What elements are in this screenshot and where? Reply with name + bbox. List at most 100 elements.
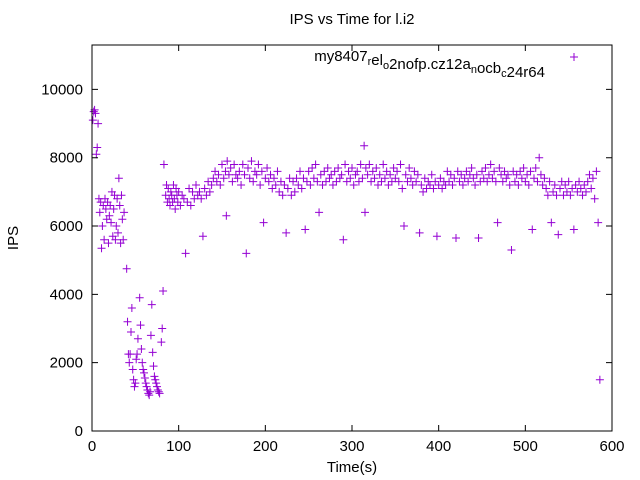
- data-point: [104, 239, 113, 248]
- data-point: [382, 167, 391, 176]
- data-point: [585, 170, 594, 179]
- data-point: [276, 177, 285, 186]
- data-point: [91, 109, 100, 118]
- data-point: [207, 181, 216, 190]
- data-point: [417, 181, 426, 190]
- data-point: [280, 181, 289, 190]
- data-point: [322, 177, 330, 186]
- data-point: [325, 174, 334, 183]
- y-tick-label: 6000: [50, 218, 83, 235]
- data-point: [129, 375, 138, 384]
- data-point: [133, 350, 142, 359]
- data-point: [458, 181, 467, 190]
- data-point: [415, 228, 424, 237]
- data-point: [209, 174, 218, 183]
- data-point: [573, 187, 582, 196]
- data-point: [244, 163, 252, 172]
- data-point: [434, 181, 443, 190]
- data-point: [150, 372, 159, 381]
- data-point: [200, 184, 209, 193]
- data-point: [349, 181, 358, 190]
- data-point: [339, 235, 348, 244]
- data-point: [123, 317, 132, 326]
- data-point: [195, 187, 204, 196]
- data-point: [502, 174, 511, 183]
- data-point: [247, 157, 256, 166]
- data-point: [543, 191, 552, 200]
- data-point: [578, 191, 587, 200]
- data-point: [109, 204, 118, 213]
- data-point: [301, 225, 310, 234]
- data-point: [507, 245, 516, 254]
- data-point: [264, 177, 273, 186]
- data-point: [294, 181, 303, 190]
- data-point: [559, 191, 568, 200]
- data-point: [137, 345, 146, 354]
- data-point: [266, 170, 275, 179]
- data-point: [105, 211, 114, 220]
- data-point: [155, 389, 164, 398]
- data-point: [467, 163, 476, 172]
- data-point: [547, 218, 556, 227]
- x-axis-label: Time(s): [327, 459, 377, 476]
- data-point: [107, 218, 116, 227]
- data-point: [370, 174, 379, 183]
- data-point: [348, 163, 356, 172]
- data-point: [465, 170, 474, 179]
- data-point: [500, 167, 509, 176]
- data-point: [140, 374, 149, 383]
- data-point: [94, 119, 103, 128]
- data-point: [122, 264, 131, 273]
- data-point: [140, 368, 148, 377]
- data-point: [181, 249, 190, 258]
- data-point: [95, 208, 104, 217]
- data-point: [540, 174, 549, 183]
- data-point: [441, 181, 450, 190]
- data-point: [389, 163, 398, 172]
- data-point: [429, 184, 438, 193]
- data-point: [396, 160, 405, 169]
- data-point: [216, 181, 225, 190]
- data-point: [412, 177, 421, 186]
- legend-text-part: el: [371, 52, 383, 69]
- data-point: [550, 181, 559, 190]
- data-point: [398, 184, 407, 193]
- data-point: [159, 286, 168, 295]
- data-point: [289, 177, 298, 186]
- data-point: [448, 181, 457, 190]
- data-point: [330, 167, 339, 176]
- data-point: [89, 107, 98, 116]
- legend-subscript: r: [368, 56, 372, 68]
- data-point: [106, 201, 115, 210]
- data-point: [100, 235, 109, 244]
- data-point: [422, 184, 431, 193]
- data-point: [580, 181, 589, 190]
- data-point: [474, 234, 483, 242]
- data-point: [256, 181, 265, 190]
- data-point: [419, 187, 428, 196]
- data-point: [144, 389, 153, 398]
- data-point: [491, 177, 500, 186]
- data-point: [472, 170, 481, 179]
- data-point: [509, 167, 518, 176]
- data-point: [101, 204, 110, 213]
- x-tick-label: 400: [426, 438, 451, 455]
- data-point: [571, 181, 580, 190]
- data-point: [257, 167, 266, 176]
- data-point: [380, 174, 389, 183]
- data-point: [132, 355, 141, 364]
- data-point: [595, 375, 604, 384]
- data-point: [192, 181, 200, 190]
- data-point: [564, 177, 573, 186]
- data-point: [335, 174, 344, 183]
- data-point: [588, 174, 597, 183]
- legend-label: my8407relo2nofp.cz12anocbc24r64: [314, 48, 545, 81]
- data-point: [313, 177, 322, 186]
- y-axis-label: IPS: [5, 226, 22, 250]
- data-point: [583, 177, 592, 186]
- data-point: [384, 181, 393, 190]
- data-point: [242, 249, 251, 258]
- data-point: [587, 184, 596, 193]
- data-point: [119, 235, 128, 244]
